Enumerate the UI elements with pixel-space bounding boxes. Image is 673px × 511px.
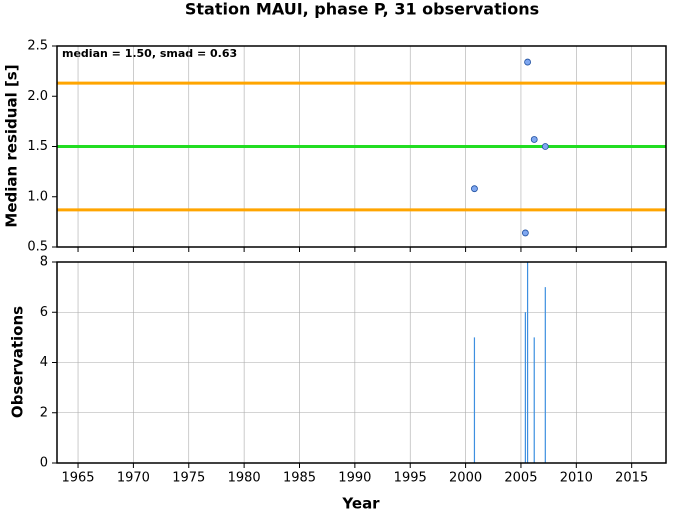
y-tick-label: 0 (40, 456, 48, 471)
y-axis-label: Median residual [s] (3, 64, 21, 227)
annotation: median = 1.50, smad = 0.63 (62, 47, 237, 60)
y-tick-label: 2.5 (27, 39, 48, 54)
point (530, 136, 538, 143)
bar (473, 337, 476, 463)
plot-frame (56, 261, 667, 464)
x-tick-label: 1985 (283, 471, 316, 486)
y-tick-label: 2 (40, 405, 48, 420)
bar (526, 262, 529, 463)
y-axis-label: Observations (9, 306, 27, 418)
bar (533, 337, 535, 463)
y-tick-label: 4 (40, 355, 48, 370)
plot-frame (56, 45, 667, 248)
x-tick-label: 1975 (172, 471, 205, 486)
bar (544, 287, 546, 463)
point (541, 143, 549, 150)
x-tick-label: 1990 (338, 471, 371, 486)
x-tick-label: 2010 (560, 471, 593, 486)
y-tick-label: 2.0 (27, 89, 48, 104)
point (521, 229, 529, 237)
chart-title: Station MAUI, phase P, 31 observations (185, 0, 539, 19)
bar (524, 312, 526, 463)
x-tick-label: 1965 (61, 471, 94, 486)
point (471, 185, 478, 193)
x-tick-label: 2015 (615, 471, 648, 486)
point (524, 58, 531, 66)
x-tick-label: 2000 (449, 471, 482, 486)
x-tick-label: 2005 (504, 471, 537, 486)
x-tick-label: 1980 (228, 471, 261, 486)
y-tick-label: 1.0 (27, 189, 48, 204)
y-tick-label: 0.5 (27, 240, 48, 255)
y-tick-label: 8 (40, 255, 48, 270)
x-tick-label: 1970 (117, 471, 150, 486)
y-tick-label: 6 (40, 305, 48, 320)
x-axis-label: Year (341, 495, 380, 511)
y-tick-label: 1.5 (27, 139, 48, 154)
x-tick-label: 1995 (394, 471, 427, 486)
